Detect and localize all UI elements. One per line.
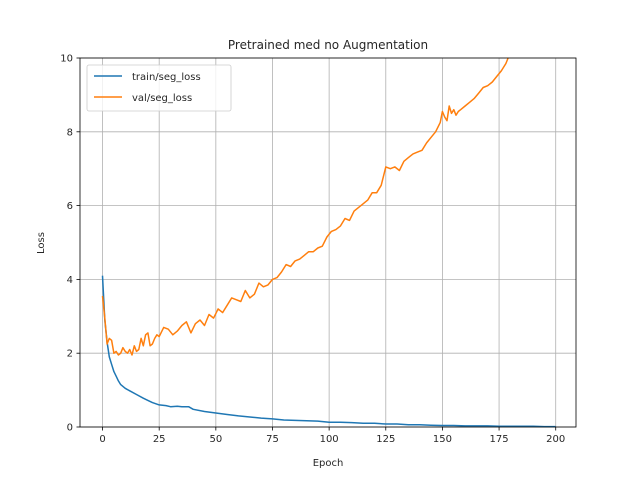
legend: train/seg_loss val/seg_loss bbox=[87, 65, 231, 111]
chart-title: Pretrained med no Augmentation bbox=[228, 38, 428, 52]
legend-label-train: train/seg_loss bbox=[132, 72, 201, 83]
y-tick-label: 6 bbox=[67, 201, 73, 212]
x-tick-label: 200 bbox=[546, 434, 565, 445]
x-tick-label: 125 bbox=[376, 434, 395, 445]
x-tick-label: 0 bbox=[99, 434, 105, 445]
x-axis-title: Epoch bbox=[313, 458, 344, 469]
y-axis-title: Loss bbox=[36, 232, 47, 254]
x-tick-label: 100 bbox=[320, 434, 339, 445]
x-tick-label: 25 bbox=[153, 434, 166, 445]
y-tick-label: 8 bbox=[67, 127, 73, 138]
x-tick-label: 50 bbox=[209, 434, 222, 445]
x-tick-label: 150 bbox=[433, 434, 452, 445]
x-tick-label: 175 bbox=[490, 434, 509, 445]
legend-label-val: val/seg_loss bbox=[132, 93, 192, 104]
y-tick-label: 2 bbox=[67, 349, 73, 360]
y-tick-label: 0 bbox=[67, 423, 73, 434]
y-tick-label: 10 bbox=[60, 54, 73, 65]
y-tick-label: 4 bbox=[67, 275, 73, 286]
x-tick-label: 75 bbox=[266, 434, 279, 445]
